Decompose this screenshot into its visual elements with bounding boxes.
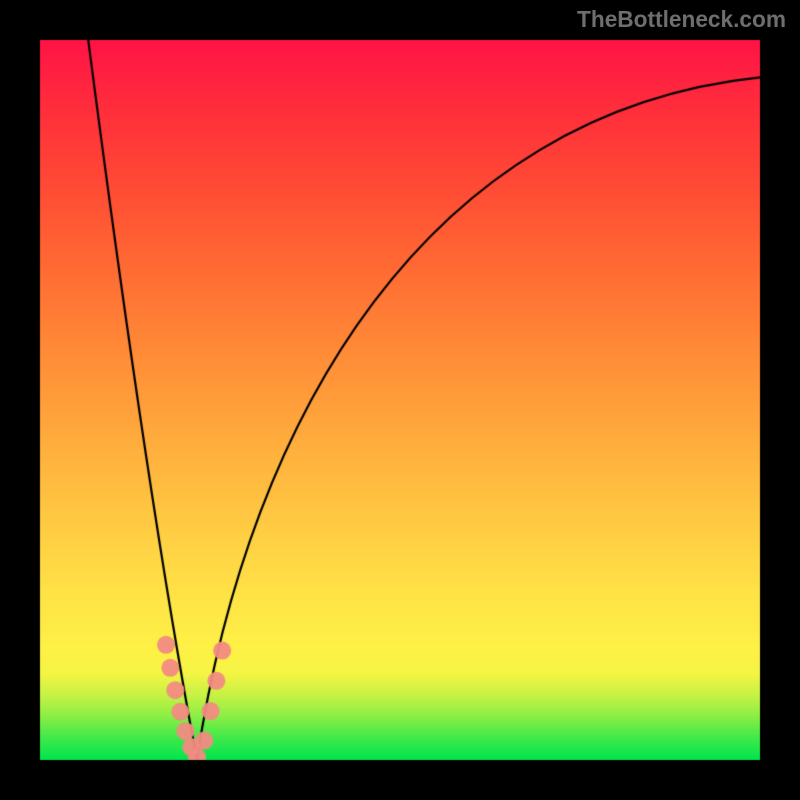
chart-root: TheBottleneck.com xyxy=(0,0,800,800)
watermark-text: TheBottleneck.com xyxy=(577,6,786,33)
bottleneck-chart-canvas xyxy=(0,0,800,800)
